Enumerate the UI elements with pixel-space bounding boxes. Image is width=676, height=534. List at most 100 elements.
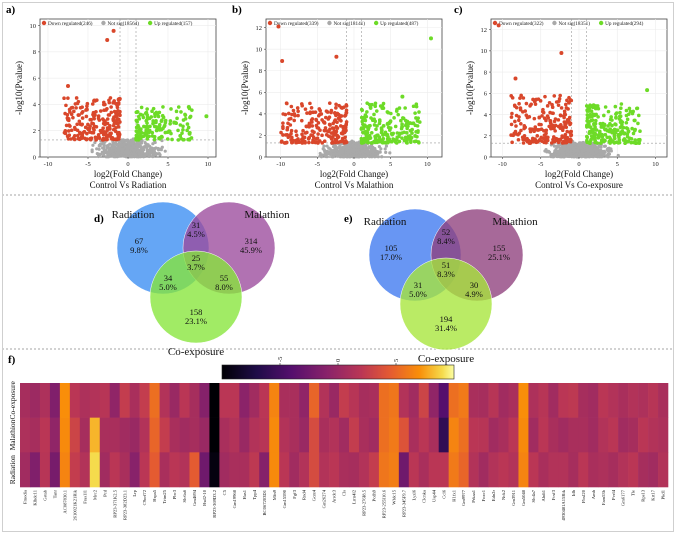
up-regulated-point xyxy=(149,115,154,119)
heatmap-cell xyxy=(269,417,280,453)
up-regulated-point xyxy=(157,125,162,129)
not-sig-point xyxy=(142,145,146,149)
down-regulated-point xyxy=(323,126,328,130)
heatmap-cell xyxy=(109,383,120,418)
not-sig-point xyxy=(127,150,131,155)
not-sig-points xyxy=(543,139,620,159)
down-regulated-point xyxy=(334,140,339,144)
not-sig-point xyxy=(136,145,140,150)
down-regulated-point xyxy=(296,109,300,114)
column-label: H1fx1 xyxy=(451,489,456,501)
column-label: Trim25 xyxy=(162,489,167,503)
not-sig-point xyxy=(347,149,351,154)
down-regulated-point xyxy=(320,141,325,145)
x-axis-label: log2(Fold Change) xyxy=(320,169,388,179)
heatmap-cell xyxy=(558,452,569,488)
up-regulated-point xyxy=(621,125,626,130)
heatmap-cell xyxy=(169,452,180,488)
down-regulated-point xyxy=(567,115,572,120)
region-count-RM: 31 xyxy=(192,220,201,230)
heatmap-cell xyxy=(438,452,449,488)
not-sig-point xyxy=(122,143,126,147)
heatmap-cell xyxy=(508,417,519,453)
up-regulated-point xyxy=(593,137,597,142)
down-regulated-point xyxy=(550,102,554,107)
down-regulated-point xyxy=(550,123,555,127)
heatmap-cell xyxy=(69,417,81,453)
up-regulated-point xyxy=(589,137,593,142)
down-regulated-point xyxy=(560,128,565,133)
down-regulated-point xyxy=(71,115,75,120)
down-regulated-point xyxy=(564,120,569,124)
up-regulated-point xyxy=(397,106,402,110)
down-regulated-point xyxy=(563,135,567,140)
column-label: Gm4694 xyxy=(192,489,197,506)
legend-marker-notsig xyxy=(552,20,557,26)
up-regulated-point xyxy=(389,139,394,144)
column-label: 2610021K21Rik xyxy=(72,489,77,520)
not-sig-point xyxy=(355,150,359,155)
down-regulated-point xyxy=(331,121,336,126)
down-regulated-point xyxy=(118,113,122,118)
not-sig-point xyxy=(544,148,548,152)
heatmap-cell xyxy=(20,452,31,488)
x-tick-label: -10 xyxy=(44,161,53,168)
up-regulated-point xyxy=(178,133,182,138)
y-tick-label: 12 xyxy=(481,27,488,34)
down-regulated-point xyxy=(280,59,285,64)
up-regulated-point xyxy=(587,106,592,111)
up-regulated-point xyxy=(161,105,165,109)
down-regulated-point xyxy=(109,131,113,136)
down-regulated-point xyxy=(309,105,314,110)
up-regulated-point xyxy=(392,116,396,120)
heatmap-cell xyxy=(648,452,659,488)
up-regulated-point xyxy=(590,114,594,119)
column-label: AC087830.1 xyxy=(62,489,67,513)
region-percent-M: 25.1% xyxy=(488,252,510,262)
not-sig-point xyxy=(110,143,115,147)
heatmap-cell xyxy=(518,383,529,418)
up-regulated-point xyxy=(594,128,599,132)
down-points xyxy=(509,93,574,145)
heatmap-cell xyxy=(608,452,619,488)
down-points xyxy=(62,96,122,142)
not-sig-point xyxy=(97,147,101,151)
up-regulated-point xyxy=(147,130,151,134)
heatmap-cell xyxy=(179,452,190,488)
x-tick-label: 0 xyxy=(352,161,355,168)
down-regulated-point xyxy=(564,125,569,130)
up-regulated-point xyxy=(377,118,382,122)
down-regulated-point xyxy=(339,131,344,136)
heatmap-cell xyxy=(319,452,330,488)
not-sig-point xyxy=(98,143,102,148)
column-label: Fmodia xyxy=(23,490,28,504)
down-regulated-point xyxy=(82,129,87,134)
heatmap-cell xyxy=(538,383,549,418)
not-sig-point xyxy=(602,149,606,154)
region-count-RC: 31 xyxy=(414,280,423,290)
up-regulated-point xyxy=(168,119,173,123)
down-regulated-point xyxy=(284,140,289,145)
column-label: Lyzl6 xyxy=(411,489,416,500)
up-regulated-point xyxy=(585,109,590,113)
down-regulated-point xyxy=(527,115,532,119)
up-regulated-point xyxy=(406,134,411,139)
heatmap-cell xyxy=(568,452,579,488)
not-sig-point xyxy=(346,152,350,156)
not-sig-point xyxy=(145,148,149,152)
column-label: Edn2r xyxy=(491,490,496,502)
down-regulated-point xyxy=(568,131,573,136)
up-regulated-point xyxy=(631,131,636,136)
not-sig-point xyxy=(348,154,353,158)
not-sig-point xyxy=(594,150,598,155)
down-regulated-point xyxy=(295,140,299,145)
up-regulated-point xyxy=(593,132,598,136)
heatmap-cell xyxy=(299,452,310,488)
down-regulated-point xyxy=(102,100,106,105)
volcano-plot-coexposure: Down regulated(322) Not sig(18351) Up regu… xyxy=(465,18,668,190)
heatmap-cell xyxy=(588,452,599,488)
not-sig-point xyxy=(93,140,97,145)
panel-label-f: f) xyxy=(8,354,16,366)
down-regulated-point xyxy=(549,126,553,131)
down-regulated-point xyxy=(107,100,112,105)
